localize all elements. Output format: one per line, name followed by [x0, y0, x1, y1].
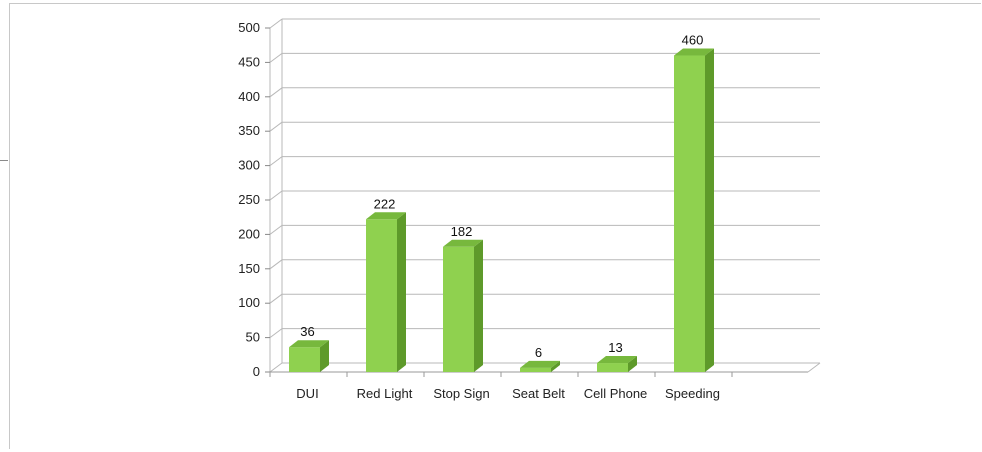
data-label: 13 — [608, 340, 622, 355]
grid-diagonal — [269, 18, 283, 29]
y-tick-label: 100 — [238, 295, 260, 310]
x-tick-label: Stop Sign — [433, 386, 489, 401]
bar-side — [628, 356, 637, 372]
chart-frame — [9, 3, 981, 449]
y-tick-label: 150 — [238, 261, 260, 276]
y-tick-label: 250 — [238, 192, 260, 207]
y-tick-label: 200 — [238, 226, 260, 241]
x-tick-label: Speeding — [665, 386, 720, 401]
grid-diagonal — [269, 328, 283, 339]
grid-diagonal — [269, 362, 283, 373]
floor-right-edge — [807, 362, 821, 373]
bar-side — [705, 48, 714, 373]
grid-diagonal — [269, 190, 283, 201]
x-tick-label: Red Light — [357, 386, 413, 401]
grid-diagonal — [269, 224, 283, 235]
bar — [597, 363, 628, 372]
bar-top — [674, 48, 714, 56]
x-axis-ticks: DUI Red Light Stop Sign Seat Belt Cell Phone… — [296, 386, 720, 401]
data-label: 6 — [535, 345, 542, 360]
grid-diagonal — [269, 121, 283, 132]
gridlines — [265, 18, 821, 377]
bar-top — [366, 212, 406, 220]
grid-diagonal — [269, 293, 283, 304]
grid-diagonal — [269, 87, 283, 98]
y-tick-label: 500 — [238, 20, 260, 35]
data-label: 460 — [682, 33, 704, 48]
bar-top — [520, 360, 560, 368]
bars — [289, 48, 714, 373]
data-label: 222 — [374, 196, 396, 211]
grid-diagonal — [269, 156, 283, 167]
y-axis-ticks: 0 50 100 150 200 250 300 350 400 450 500 — [238, 20, 260, 379]
bar-top — [597, 356, 637, 364]
y-tick-label: 0 — [253, 364, 260, 379]
bar — [674, 55, 705, 373]
data-label: 36 — [300, 324, 314, 339]
bar — [520, 367, 551, 372]
bar-side — [397, 212, 406, 372]
y-tick-label: 50 — [246, 330, 260, 345]
x-tick-label: DUI — [296, 386, 318, 401]
y-tick-label: 300 — [238, 158, 260, 173]
data-label: 182 — [451, 224, 473, 239]
bar — [366, 219, 397, 372]
grid-diagonal — [269, 53, 283, 63]
bar-side — [320, 340, 329, 372]
y-tick-label: 450 — [238, 54, 260, 69]
y-tick-label: 350 — [238, 123, 260, 138]
bar — [443, 246, 474, 372]
x-tick-label: Cell Phone — [584, 386, 648, 401]
x-tick-label: Seat Belt — [512, 386, 565, 401]
bar-top — [289, 340, 329, 348]
data-labels: 36 222 182 6 13 460 — [300, 33, 703, 360]
bar-side — [474, 239, 483, 372]
bar-side — [551, 360, 560, 372]
grid-diagonal — [269, 259, 283, 270]
bar-top — [443, 239, 483, 247]
bar — [289, 347, 320, 372]
edge-mark — [0, 160, 8, 161]
y-tick-label: 400 — [238, 89, 260, 104]
